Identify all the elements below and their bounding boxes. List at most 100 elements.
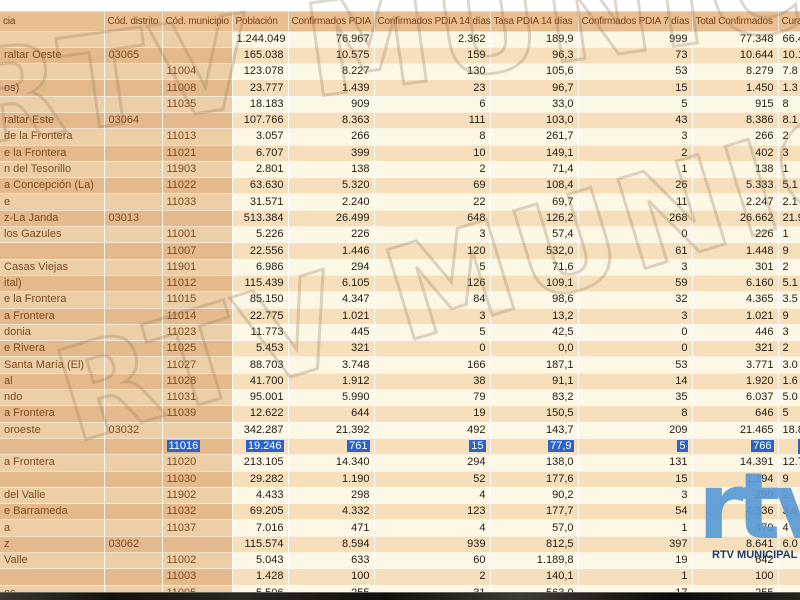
cell-confirmados[interactable]: 8.594 bbox=[288, 536, 375, 554]
cell-name[interactable]: e la Frontera bbox=[0, 145, 105, 162]
cell-poblacion[interactable]: 12.622 bbox=[232, 405, 289, 423]
cell-confirmados[interactable]: 399 bbox=[288, 145, 375, 162]
cell-curados[interactable]: 3.0 bbox=[778, 356, 800, 374]
cell-tasa14[interactable]: 98,6 bbox=[490, 291, 579, 309]
cell-municipio[interactable]: 11022 bbox=[162, 177, 233, 195]
cell-conf14[interactable]: 69 bbox=[374, 177, 491, 195]
cell-poblacion[interactable]: 22.556 bbox=[232, 242, 289, 260]
cell-tasa14[interactable]: 187,1 bbox=[490, 356, 579, 374]
cell-conf7[interactable]: 0 bbox=[578, 324, 693, 342]
cell-curados[interactable]: 1 bbox=[778, 226, 800, 244]
cell-tasa14[interactable]: 57,4 bbox=[490, 226, 579, 244]
column-header-confirmados[interactable]: Confirmados PDIA bbox=[288, 12, 375, 32]
cell-poblacion[interactable]: 23.777 bbox=[232, 79, 289, 97]
column-header-name[interactable]: cia bbox=[0, 12, 105, 32]
cell-curados[interactable]: 5 bbox=[778, 405, 800, 423]
cell-total[interactable]: 10.644 bbox=[692, 47, 779, 65]
cell-municipio[interactable] bbox=[162, 422, 233, 439]
cell-poblacion[interactable]: 5.226 bbox=[232, 226, 289, 244]
cell-distrito[interactable]: 03062 bbox=[104, 536, 163, 554]
cell-poblacion[interactable]: 88.703 bbox=[232, 356, 289, 374]
cell-poblacion[interactable]: 63.630 bbox=[232, 177, 289, 195]
cell-total[interactable]: 8.386 bbox=[692, 112, 779, 130]
cell-tasa14[interactable]: 83,2 bbox=[490, 389, 579, 407]
cell-curados[interactable]: 5.1 bbox=[778, 275, 800, 293]
cell-conf14[interactable]: 166 bbox=[374, 356, 491, 374]
cell-tasa14[interactable]: 109,1 bbox=[490, 275, 579, 293]
cell-curados[interactable]: 1.3 bbox=[778, 79, 800, 97]
cell-curados[interactable] bbox=[778, 568, 800, 586]
cell-municipio[interactable]: 11027 bbox=[162, 356, 233, 374]
cell-poblacion[interactable]: 213.105 bbox=[232, 454, 289, 472]
cell-name[interactable]: Santa María (El) bbox=[0, 356, 105, 374]
cell-conf14[interactable]: 23 bbox=[374, 79, 491, 97]
cell-conf7[interactable]: 268 bbox=[578, 210, 693, 228]
cell-total[interactable]: 77.348 bbox=[692, 31, 779, 48]
cell-confirmados[interactable]: 14.340 bbox=[288, 454, 375, 472]
cell-distrito[interactable]: 03013 bbox=[104, 210, 163, 228]
cell-confirmados[interactable]: 445 bbox=[288, 324, 375, 342]
cell-curados[interactable]: 9 bbox=[778, 471, 800, 488]
cell-confirmados[interactable]: 4.347 bbox=[288, 291, 375, 309]
cell-tasa14[interactable]: 177,7 bbox=[490, 503, 579, 521]
cell-conf7[interactable]: 5 bbox=[578, 96, 693, 113]
cell-tasa14[interactable]: 42,5 bbox=[490, 324, 579, 342]
cell-total[interactable]: 1.450 bbox=[692, 79, 779, 97]
column-header-conf14[interactable]: Confirmados PDIA 14 días bbox=[374, 12, 491, 32]
cell-name[interactable]: de la Frontera bbox=[0, 128, 105, 146]
cell-conf14[interactable]: 10 bbox=[374, 145, 491, 162]
cell-conf7[interactable]: 3 bbox=[578, 259, 693, 276]
cell-conf7[interactable]: 397 bbox=[578, 536, 693, 554]
cell-municipio[interactable]: 11021 bbox=[162, 145, 233, 162]
cell-tasa14[interactable]: 105,6 bbox=[490, 63, 579, 81]
cell-municipio[interactable]: 11902 bbox=[162, 487, 233, 505]
cell-distrito[interactable] bbox=[104, 291, 163, 309]
cell-tasa14[interactable]: 69,7 bbox=[490, 193, 579, 211]
cell-curados[interactable]: 9 bbox=[778, 242, 800, 260]
cell-conf14[interactable]: 120 bbox=[374, 242, 491, 260]
cell-confirmados[interactable]: 2.240 bbox=[288, 193, 375, 211]
cell-conf14[interactable]: 939 bbox=[374, 536, 491, 554]
cell-conf7[interactable]: 35 bbox=[578, 389, 693, 407]
cell-distrito[interactable] bbox=[104, 79, 163, 97]
cell-name[interactable] bbox=[0, 31, 105, 48]
cell-conf7[interactable]: 3 bbox=[578, 128, 693, 146]
cell-name[interactable]: ital) bbox=[0, 275, 105, 293]
cell-distrito[interactable] bbox=[104, 177, 163, 195]
cell-name[interactable]: al bbox=[0, 373, 105, 391]
cell-total[interactable]: 299 bbox=[692, 487, 779, 505]
cell-distrito[interactable] bbox=[104, 96, 163, 113]
cell-confirmados[interactable]: 761 bbox=[288, 438, 375, 456]
cell-total[interactable]: 766 bbox=[692, 438, 779, 456]
cell-poblacion[interactable]: 513.384 bbox=[232, 210, 289, 228]
cell-conf7[interactable]: 15 bbox=[578, 79, 693, 97]
cell-conf14[interactable]: 8 bbox=[374, 128, 491, 146]
cell-total[interactable]: 4.336 bbox=[692, 503, 779, 521]
cell-curados[interactable]: 12.7 bbox=[778, 454, 800, 472]
cell-municipio[interactable] bbox=[162, 536, 233, 554]
cell-curados[interactable]: 8 bbox=[778, 96, 800, 113]
cell-poblacion[interactable]: 22.775 bbox=[232, 308, 289, 325]
cell-name[interactable]: raltar Este bbox=[0, 112, 105, 130]
cell-poblacion[interactable]: 41.700 bbox=[232, 373, 289, 391]
cell-curados[interactable]: 4 bbox=[778, 519, 800, 537]
cell-confirmados[interactable]: 1.912 bbox=[288, 373, 375, 391]
cell-conf7[interactable]: 0 bbox=[578, 340, 693, 358]
cell-municipio[interactable]: 11031 bbox=[162, 389, 233, 407]
cell-name[interactable] bbox=[0, 242, 105, 260]
cell-conf14[interactable]: 111 bbox=[374, 112, 491, 130]
cell-conf7[interactable]: 3 bbox=[578, 487, 693, 505]
cell-conf7[interactable]: 1 bbox=[578, 519, 693, 537]
cell-distrito[interactable] bbox=[104, 308, 163, 325]
cell-tasa14[interactable]: 96,3 bbox=[490, 47, 579, 65]
cell-name[interactable]: donia bbox=[0, 324, 105, 342]
cell-conf7[interactable]: 54 bbox=[578, 503, 693, 521]
cell-tasa14[interactable]: 532,0 bbox=[490, 242, 579, 260]
cell-conf14[interactable]: 5 bbox=[374, 324, 491, 342]
cell-curados[interactable]: 66.4 bbox=[778, 31, 800, 48]
cell-distrito[interactable] bbox=[104, 389, 163, 407]
cell-total[interactable]: 266 bbox=[692, 128, 779, 146]
cell-name[interactable]: e Rivera bbox=[0, 340, 105, 358]
cell-total[interactable]: 646 bbox=[692, 405, 779, 423]
cell-confirmados[interactable]: 644 bbox=[288, 405, 375, 423]
